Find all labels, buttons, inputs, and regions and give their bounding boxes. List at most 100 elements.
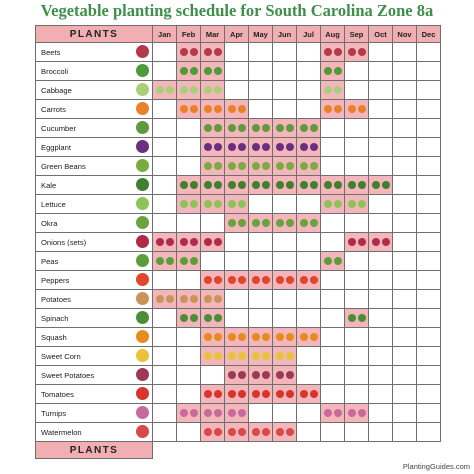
cabbage-icon (179, 85, 188, 94)
carrot-icon (227, 104, 236, 113)
plant-name: Broccoli (41, 66, 69, 76)
cucumber-icon (227, 123, 236, 132)
empty-cell (344, 80, 369, 100)
empty-cell (320, 327, 345, 347)
plant-cell: Sweet Potatoes (35, 365, 153, 385)
planting-window-cell (200, 194, 225, 214)
empty-cell (200, 213, 225, 233)
sweet-potato-icon (227, 370, 236, 379)
table-row: Onions (sets) (35, 232, 441, 252)
squash-icon (285, 332, 294, 341)
planting-window-cell (224, 137, 249, 157)
cucumber-icon (213, 123, 222, 132)
planting-window-cell (176, 308, 201, 328)
planting-window-cell (248, 118, 273, 138)
planting-window-cell (320, 61, 345, 81)
broccoli-icon (136, 64, 149, 77)
planting-window-cell (176, 232, 201, 252)
empty-cell (320, 270, 345, 290)
month-header: Jul (296, 25, 321, 43)
lettuce-icon (227, 199, 236, 208)
planting-window-cell (272, 137, 297, 157)
watermelon-icon (136, 425, 149, 438)
empty-cell (152, 213, 177, 233)
empty-cell (176, 384, 201, 404)
carrot-icon (213, 104, 222, 113)
empty-cell (200, 251, 225, 271)
eggplant-icon (275, 142, 284, 151)
cabbage-icon (333, 85, 342, 94)
empty-cell (152, 175, 177, 195)
eggplant-icon (136, 140, 149, 153)
beet-icon (357, 47, 366, 56)
planting-window-cell (272, 156, 297, 176)
planting-window-cell (296, 175, 321, 195)
cabbage-icon (323, 85, 332, 94)
eggplant-icon (261, 142, 270, 151)
empty-cell (344, 384, 369, 404)
empty-cell (176, 327, 201, 347)
corn-icon (203, 351, 212, 360)
empty-cell (392, 194, 417, 214)
table-row: Squash (35, 327, 441, 347)
planting-window-cell (176, 61, 201, 81)
plant-name: Tomatoes (41, 389, 74, 399)
table-row: Beets (35, 42, 441, 62)
pepper-icon (203, 275, 212, 284)
green-bean-icon (261, 161, 270, 170)
empty-cell (392, 289, 417, 309)
empty-cell (416, 422, 441, 442)
green-bean-icon (227, 161, 236, 170)
corn-icon (285, 351, 294, 360)
kale-icon (333, 180, 342, 189)
planting-window-cell (248, 346, 273, 366)
site-credit: PlantingGuides.com (402, 462, 470, 471)
squash-icon (213, 332, 222, 341)
green-bean-icon (237, 161, 246, 170)
planting-window-cell (224, 403, 249, 423)
sweet-potato-icon (251, 370, 260, 379)
month-header: Mar (200, 25, 225, 43)
planting-window-cell (320, 80, 345, 100)
cucumber-icon (136, 121, 149, 134)
empty-cell (344, 422, 369, 442)
plant-cell: Okra (35, 213, 153, 233)
plant-cell: Sweet Corn (35, 346, 153, 366)
lettuce-icon (323, 199, 332, 208)
onion-icon (155, 237, 164, 246)
plant-name: Sweet Potatoes (41, 370, 95, 380)
empty-cell (248, 289, 273, 309)
pepper-icon (136, 273, 149, 286)
empty-cell (152, 346, 177, 366)
plant-cell: Eggplant (35, 137, 153, 157)
planting-window-cell (248, 175, 273, 195)
potato-icon (165, 294, 174, 303)
empty-cell (272, 80, 297, 100)
month-header: Aug (320, 25, 345, 43)
plant-cell: Kale (35, 175, 153, 195)
empty-cell (320, 289, 345, 309)
turnip-icon (323, 408, 332, 417)
green-bean-icon (136, 159, 149, 172)
kale-icon (357, 180, 366, 189)
plant-cell: Watermelon (35, 422, 153, 442)
planting-window-cell (200, 384, 225, 404)
carrot-icon (333, 104, 342, 113)
empty-cell (152, 156, 177, 176)
spinach-icon (347, 313, 356, 322)
planting-window-cell (344, 308, 369, 328)
empty-cell (416, 270, 441, 290)
green-bean-icon (203, 161, 212, 170)
corn-icon (237, 351, 246, 360)
planting-window-cell (176, 194, 201, 214)
plant-name: Onions (sets) (41, 237, 87, 247)
planting-window-cell (272, 327, 297, 347)
empty-cell (248, 251, 273, 271)
broccoli-icon (189, 66, 198, 75)
empty-cell (392, 99, 417, 119)
empty-cell (392, 118, 417, 138)
eggplant-icon (227, 142, 236, 151)
empty-cell (296, 308, 321, 328)
watermelon-icon (285, 427, 294, 436)
carrot-icon (179, 104, 188, 113)
